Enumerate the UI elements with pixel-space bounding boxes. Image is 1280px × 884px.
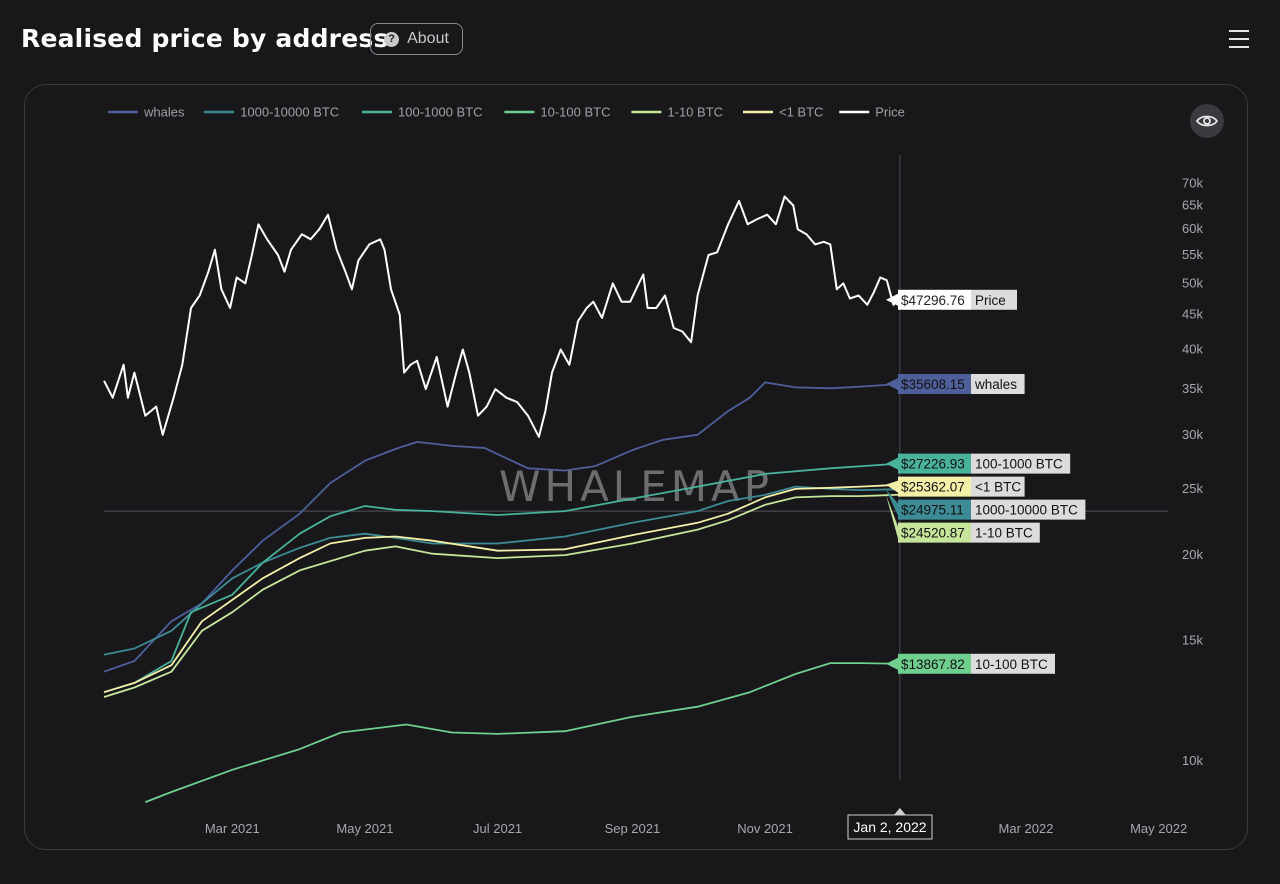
end-label-value: $25362.07 bbox=[901, 480, 965, 495]
legend-item-price[interactable]: Price bbox=[839, 105, 905, 120]
end-label-value: $27226.93 bbox=[901, 457, 965, 472]
end-label-1000-10000-btc: $24975.11 1000-10000 BTC bbox=[885, 489, 1086, 520]
legend-item-1-10-btc[interactable]: 1-10 BTC bbox=[631, 105, 723, 120]
y-tick-label: 35k bbox=[1182, 381, 1203, 396]
eye-icon bbox=[1196, 115, 1218, 127]
x-tick-label: Nov 2021 bbox=[737, 821, 793, 836]
y-tick-label: 25k bbox=[1182, 481, 1203, 496]
legend-label: 1000-10000 BTC bbox=[240, 105, 339, 120]
series-line-100-1000-btc bbox=[103, 462, 900, 694]
series-line-whales bbox=[103, 381, 900, 673]
end-label-name: whales bbox=[974, 377, 1017, 392]
end-label-value-box bbox=[898, 653, 971, 674]
question-icon: ? bbox=[384, 31, 400, 47]
series-line--1-btc bbox=[103, 483, 900, 694]
end-label-value: $24520.87 bbox=[901, 526, 965, 541]
y-tick-label: 50k bbox=[1182, 275, 1203, 290]
y-tick-label: 15k bbox=[1182, 632, 1203, 647]
x-tick-label: Jul 2021 bbox=[473, 821, 522, 836]
y-tick-label: 30k bbox=[1182, 427, 1203, 442]
end-label-whales: $35608.15 whales bbox=[885, 374, 1025, 395]
end-label-pointer bbox=[885, 480, 898, 493]
y-tick-label: 45k bbox=[1182, 307, 1203, 322]
y-tick-label: 65k bbox=[1182, 197, 1203, 212]
y-tick-label: 70k bbox=[1182, 175, 1203, 190]
end-label-value-box bbox=[898, 476, 971, 497]
about-button-label: About bbox=[407, 30, 449, 47]
end-label-name-box bbox=[971, 476, 1025, 497]
hamburger-menu-icon[interactable] bbox=[1229, 28, 1251, 50]
end-label-name-box bbox=[971, 374, 1025, 395]
end-label-value-box bbox=[898, 289, 971, 310]
end-label-10-100-btc: $13867.82 10-100 BTC bbox=[885, 653, 1055, 674]
end-label-value: $24975.11 bbox=[901, 503, 964, 518]
end-label-name: Price bbox=[975, 293, 1006, 308]
page-title: Realised price by address bbox=[21, 24, 389, 53]
end-label-value-box bbox=[898, 374, 971, 395]
x-tick-label: May 2021 bbox=[336, 821, 393, 836]
legend-item--1-btc[interactable]: <1 BTC bbox=[743, 105, 823, 120]
end-label-name-box bbox=[971, 453, 1071, 474]
end-label-name: 10-100 BTC bbox=[975, 657, 1048, 672]
legend-label: 100-1000 BTC bbox=[398, 105, 483, 120]
y-tick-label: 55k bbox=[1182, 247, 1203, 262]
x-tick-label: Sep 2021 bbox=[605, 821, 661, 836]
y-tick-label: 10k bbox=[1182, 753, 1203, 768]
end-label--1-btc: $25362.07 <1 BTC bbox=[885, 476, 1025, 497]
end-label-pointer bbox=[885, 494, 898, 539]
end-label-pointer bbox=[885, 489, 898, 516]
end-label-value-box bbox=[898, 453, 971, 474]
series-line-1-10-btc bbox=[103, 493, 900, 698]
legend-label: 1-10 BTC bbox=[667, 105, 723, 120]
end-label-name-box bbox=[971, 522, 1040, 543]
series-line-price bbox=[103, 195, 901, 438]
series-line-1000-10000-btc bbox=[103, 485, 900, 656]
legend-item-1000-10000-btc[interactable]: 1000-10000 BTC bbox=[204, 105, 339, 120]
legend-label: 10-100 BTC bbox=[540, 105, 610, 120]
end-label-name: <1 BTC bbox=[975, 480, 1021, 495]
y-tick-label: 60k bbox=[1182, 221, 1203, 236]
end-label-name-box bbox=[971, 499, 1086, 520]
legend-label: whales bbox=[143, 105, 185, 120]
crosshair-date-label: Jan 2, 2022 bbox=[847, 808, 933, 840]
end-label-name-box bbox=[971, 653, 1055, 674]
x-tick-label: May 2022 bbox=[1130, 821, 1187, 836]
end-label-value: $13867.82 bbox=[901, 657, 965, 672]
legend-item-100-1000-btc[interactable]: 100-1000 BTC bbox=[362, 105, 483, 120]
end-label-name: 1-10 BTC bbox=[975, 526, 1033, 541]
visibility-toggle-button[interactable] bbox=[1190, 104, 1224, 138]
crosshair-date-text: Jan 2, 2022 bbox=[853, 819, 926, 835]
end-label-1-10-btc: $24520.87 1-10 BTC bbox=[885, 494, 1040, 543]
end-label-100-1000-btc: $27226.93 100-1000 BTC bbox=[885, 453, 1071, 474]
legend-item-whales[interactable]: whales bbox=[108, 105, 185, 120]
about-button[interactable]: ? About bbox=[370, 23, 463, 55]
legend-label: <1 BTC bbox=[779, 105, 823, 120]
end-label-pointer bbox=[885, 657, 898, 670]
end-label-name: 100-1000 BTC bbox=[975, 457, 1063, 472]
end-label-pointer bbox=[885, 378, 898, 391]
end-label-value: $35608.15 bbox=[901, 377, 965, 392]
end-label-value-box bbox=[898, 522, 971, 543]
end-label-value-box bbox=[898, 499, 971, 520]
y-tick-label: 20k bbox=[1182, 547, 1203, 562]
x-tick-label: Mar 2022 bbox=[999, 821, 1054, 836]
end-label-pointer bbox=[885, 457, 898, 470]
end-label-name-box bbox=[971, 289, 1017, 310]
end-label-price: $47296.76 Price bbox=[885, 289, 1017, 310]
y-tick-label: 40k bbox=[1182, 341, 1203, 356]
end-label-value: $47296.76 bbox=[901, 293, 965, 308]
legend-item-10-100-btc[interactable]: 10-100 BTC bbox=[504, 105, 610, 120]
end-label-pointer bbox=[885, 293, 898, 306]
x-tick-label: Mar 2021 bbox=[205, 821, 260, 836]
end-label-name: 1000-10000 BTC bbox=[975, 503, 1078, 518]
series-line-10-100-btc bbox=[144, 662, 900, 803]
legend-label: Price bbox=[875, 105, 905, 120]
